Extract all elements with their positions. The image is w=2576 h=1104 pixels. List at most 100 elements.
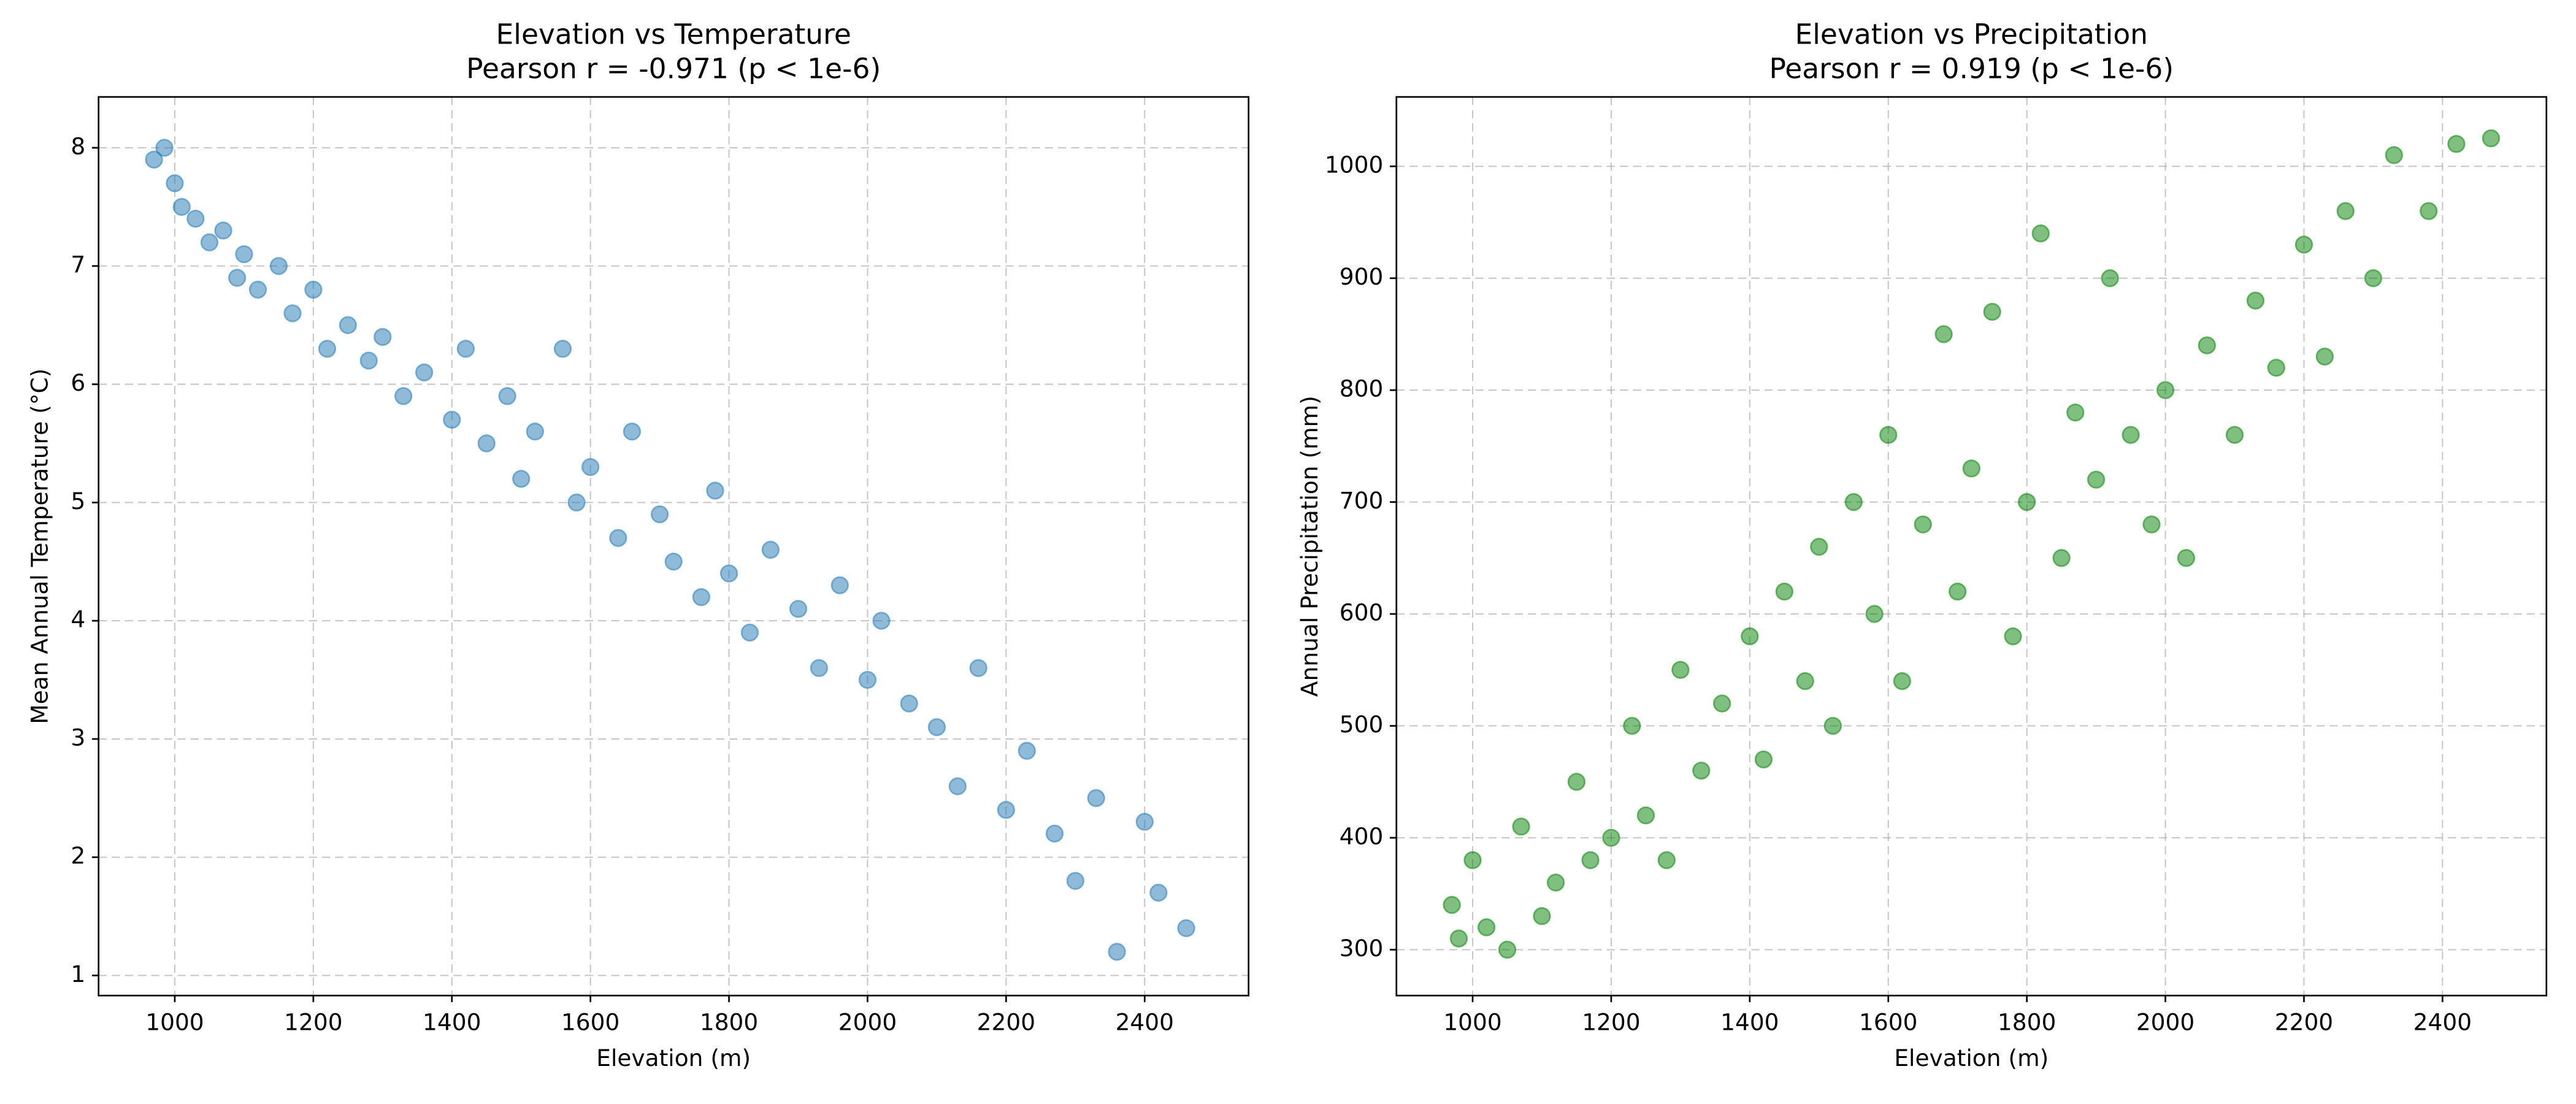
x-tick-label: 1600 — [1859, 1008, 1917, 1035]
point — [1934, 325, 1953, 343]
point — [1865, 605, 1884, 623]
point — [359, 351, 378, 370]
point — [1449, 929, 1468, 948]
y-tick-label: 2 — [71, 842, 85, 869]
point — [1177, 919, 1195, 938]
x-tick-label: 2200 — [977, 1008, 1035, 1035]
point — [553, 339, 572, 358]
y-tick-label: 1000 — [1325, 151, 1383, 178]
point — [1983, 302, 2001, 321]
point — [155, 139, 174, 157]
point — [1879, 426, 1898, 444]
point — [228, 269, 247, 287]
x-tick-label: 1000 — [145, 1008, 204, 1035]
x-tick-label: 1600 — [561, 1008, 619, 1035]
x-tick-label: 1800 — [1998, 1008, 2056, 1035]
point — [948, 777, 967, 795]
y-tick-label: 1 — [71, 960, 85, 987]
chart-title: Elevation vs Precipitation — [1795, 18, 2149, 50]
point — [1810, 537, 1828, 556]
point — [477, 434, 496, 453]
point — [2336, 202, 2355, 220]
point — [692, 588, 711, 607]
point — [283, 304, 302, 323]
point — [664, 552, 683, 571]
point — [858, 670, 877, 689]
point — [2294, 236, 2313, 254]
point — [374, 328, 392, 347]
y-tick-label: 7 — [71, 251, 85, 278]
point — [1087, 789, 1105, 807]
point — [2156, 381, 2175, 399]
point — [2052, 549, 2071, 567]
point — [2004, 627, 2022, 646]
x-tick-label: 1800 — [700, 1008, 758, 1035]
point — [1581, 851, 1600, 870]
x-tick-label: 2000 — [838, 1008, 897, 1035]
point — [1636, 806, 1655, 825]
point — [2031, 224, 2050, 243]
y-tick-label: 600 — [1340, 599, 1384, 626]
point — [443, 410, 461, 429]
point — [1045, 824, 1064, 843]
point — [415, 363, 434, 381]
point — [719, 564, 738, 583]
axes-frame — [98, 96, 1250, 997]
y-tick-label: 700 — [1340, 487, 1384, 514]
point — [872, 611, 891, 630]
point — [740, 623, 759, 642]
point — [2267, 358, 2286, 377]
point — [997, 800, 1016, 819]
point — [706, 481, 724, 500]
point — [1671, 661, 1690, 679]
point — [761, 540, 780, 559]
point — [248, 280, 267, 299]
point — [2122, 426, 2140, 444]
point — [269, 256, 288, 275]
point — [2066, 403, 2085, 422]
point — [1948, 582, 1967, 601]
y-tick-label: 800 — [1340, 375, 1384, 402]
x-tick-label: 2400 — [2413, 1008, 2472, 1035]
y-tick-label: 6 — [71, 369, 85, 396]
point — [394, 387, 413, 405]
y-tick-label: 500 — [1340, 711, 1384, 738]
point — [1546, 873, 1565, 892]
point — [2385, 146, 2404, 164]
point — [200, 233, 219, 251]
point — [1149, 883, 1168, 902]
point — [650, 505, 669, 524]
point — [214, 221, 232, 240]
chart-title: Elevation vs Temperature — [496, 18, 851, 50]
point — [526, 422, 545, 441]
point — [1602, 829, 1620, 847]
point — [927, 718, 946, 737]
point — [339, 316, 358, 334]
point — [1066, 872, 1085, 890]
x-tick-label: 2200 — [2275, 1008, 2333, 1035]
point — [1823, 716, 1842, 735]
point — [1796, 672, 1814, 691]
x-tick-label: 1000 — [1443, 1008, 1501, 1035]
point — [1477, 918, 1496, 937]
point — [1893, 672, 1912, 691]
point — [1108, 943, 1126, 961]
point — [2177, 549, 2196, 567]
point — [2142, 515, 2161, 534]
y-tick-label: 3 — [71, 724, 85, 751]
point — [2420, 202, 2438, 220]
point — [1844, 493, 1863, 512]
point — [235, 245, 253, 264]
point — [512, 470, 531, 488]
point — [789, 600, 808, 618]
point — [2198, 336, 2217, 355]
point — [1567, 772, 1586, 791]
point — [609, 529, 627, 547]
point — [304, 280, 323, 299]
point — [1443, 895, 1461, 914]
x-tick-label: 1200 — [284, 1008, 342, 1035]
point — [456, 339, 475, 358]
x-tick-label: 1200 — [1582, 1008, 1640, 1035]
